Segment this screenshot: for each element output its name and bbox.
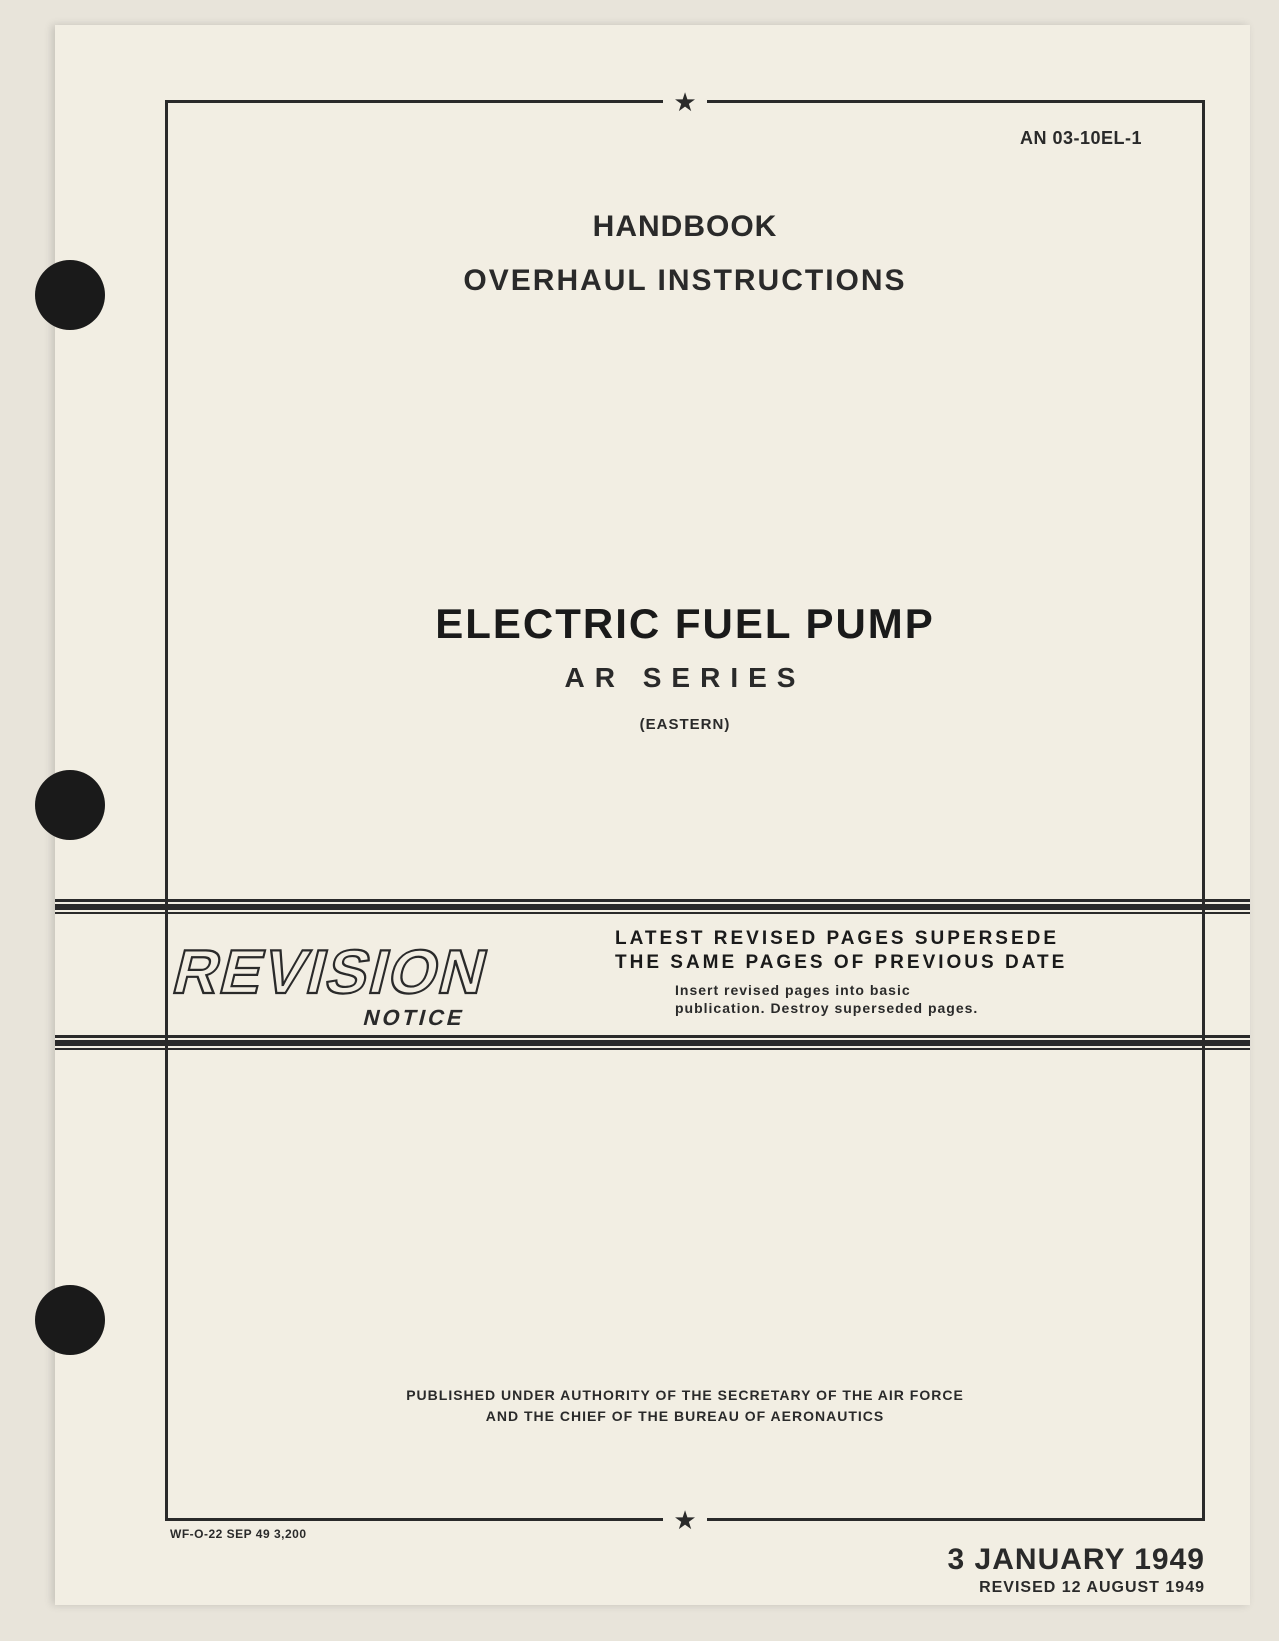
frame-bottom-rule: ★ [165, 1518, 1205, 1521]
revision-text: LATEST REVISED PAGES SUPERSEDE THE SAME … [615, 927, 1195, 1018]
title-series: AR SERIES [168, 662, 1202, 694]
authority-line: PUBLISHED UNDER AUTHORITY OF THE SECRETA… [168, 1385, 1202, 1406]
document-page: ★ AN 03-10EL-1 HANDBOOK OVERHAUL INSTRUC… [55, 25, 1250, 1605]
revision-small-line: Insert revised pages into basic [615, 981, 1195, 1000]
banner-rule-top [55, 899, 1250, 913]
document-number: AN 03-10EL-1 [1020, 128, 1142, 149]
revision-word: REVISION [167, 938, 496, 1007]
header-overhaul: OVERHAUL INSTRUCTIONS [168, 264, 1202, 298]
revision-bold-line: LATEST REVISED PAGES SUPERSEDE [615, 927, 1195, 951]
revision-small-line: publication. Destroy superseded pages. [615, 999, 1195, 1018]
revision-bold-line: THE SAME PAGES OF PREVIOUS DATE [615, 951, 1195, 975]
punch-hole [35, 260, 105, 330]
banner-rule-bottom [55, 1035, 1250, 1049]
punch-hole [35, 770, 105, 840]
title-main: ELECTRIC FUEL PUMP [168, 600, 1202, 648]
authority-statement: PUBLISHED UNDER AUTHORITY OF THE SECRETA… [168, 1385, 1202, 1427]
revision-stamp: REVISION NOTICE [110, 913, 590, 1043]
title-block: ELECTRIC FUEL PUMP AR SERIES (EASTERN) [168, 600, 1202, 733]
revised-date: REVISED 12 AUGUST 1949 [948, 1579, 1205, 1597]
original-date: 3 JANUARY 1949 [948, 1543, 1205, 1577]
date-block: 3 JANUARY 1949 REVISED 12 AUGUST 1949 [948, 1543, 1205, 1597]
revision-banner: REVISION NOTICE LATEST REVISED PAGES SUP… [55, 905, 1250, 1055]
revision-notice-word: NOTICE [361, 1005, 468, 1030]
title-manufacturer: (EASTERN) [168, 716, 1202, 733]
header-handbook: HANDBOOK [168, 210, 1202, 244]
header-block: HANDBOOK OVERHAUL INSTRUCTIONS [168, 210, 1202, 298]
punch-hole [35, 1285, 105, 1355]
authority-line: AND THE CHIEF OF THE BUREAU OF AERONAUTI… [168, 1406, 1202, 1427]
print-code: WF-O-22 SEP 49 3,200 [170, 1527, 307, 1541]
page-frame: AN 03-10EL-1 HANDBOOK OVERHAUL INSTRUCTI… [165, 100, 1205, 1520]
